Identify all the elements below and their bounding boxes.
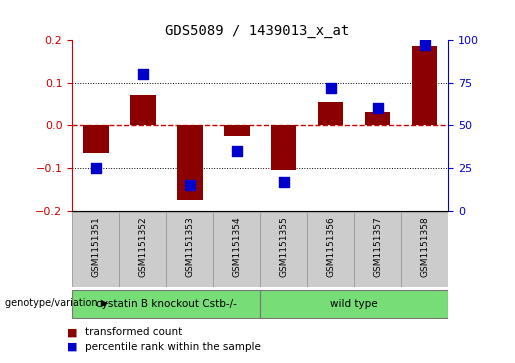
Point — [139, 71, 147, 77]
Text: GSM1151355: GSM1151355 — [279, 216, 288, 277]
Text: GSM1151353: GSM1151353 — [185, 216, 194, 277]
Text: genotype/variation ▶: genotype/variation ▶ — [5, 298, 108, 308]
Bar — [318, 102, 344, 125]
Bar — [260, 212, 307, 287]
Point — [420, 42, 428, 48]
Bar — [72, 212, 119, 287]
Bar — [213, 212, 260, 287]
Text: GSM1151352: GSM1151352 — [138, 216, 147, 277]
Text: cystatin B knockout Cstb-/-: cystatin B knockout Cstb-/- — [96, 299, 236, 309]
Text: wild type: wild type — [330, 299, 378, 309]
Text: GSM1151358: GSM1151358 — [420, 216, 429, 277]
Text: GSM1151357: GSM1151357 — [373, 216, 382, 277]
Text: transformed count: transformed count — [85, 327, 182, 337]
Point — [373, 105, 382, 111]
Bar — [166, 212, 213, 287]
Bar — [83, 125, 109, 153]
Bar — [130, 95, 156, 125]
Bar — [365, 113, 390, 125]
Point — [327, 85, 335, 91]
Text: GSM1151356: GSM1151356 — [326, 216, 335, 277]
Bar — [260, 290, 448, 318]
Point — [92, 165, 100, 171]
Text: GSM1151354: GSM1151354 — [232, 216, 241, 277]
Bar — [177, 125, 202, 200]
Bar — [411, 46, 437, 125]
Point — [232, 148, 241, 154]
Bar — [401, 212, 448, 287]
Text: percentile rank within the sample: percentile rank within the sample — [85, 342, 261, 352]
Bar — [224, 125, 249, 136]
Bar — [271, 125, 297, 170]
Point — [280, 179, 288, 184]
Text: GSM1151351: GSM1151351 — [91, 216, 100, 277]
Point — [185, 182, 194, 188]
Bar — [354, 212, 401, 287]
Bar — [119, 212, 166, 287]
Text: GDS5089 / 1439013_x_at: GDS5089 / 1439013_x_at — [165, 24, 350, 38]
Bar — [72, 290, 260, 318]
Text: ■: ■ — [67, 342, 77, 352]
Text: ■: ■ — [67, 327, 77, 337]
Bar — [307, 212, 354, 287]
